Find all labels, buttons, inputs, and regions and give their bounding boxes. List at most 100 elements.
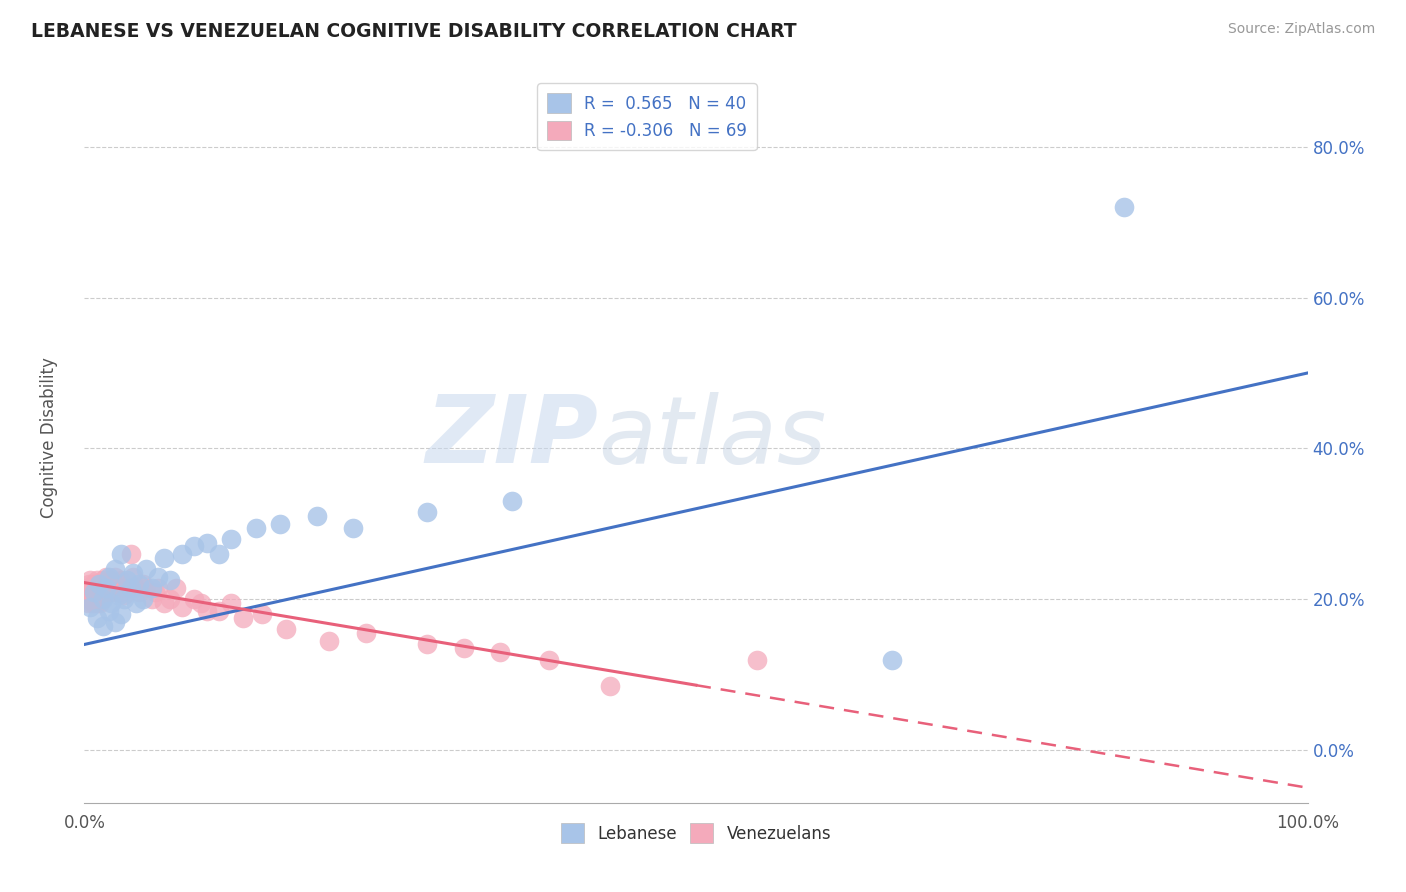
Point xyxy=(453,641,475,656)
Point xyxy=(91,592,114,607)
Text: ZIP: ZIP xyxy=(425,391,598,483)
Y-axis label: Cognitive Disability: Cognitive Disability xyxy=(41,357,59,517)
Point xyxy=(89,596,111,610)
Point xyxy=(100,584,122,599)
Point xyxy=(135,581,157,595)
Point xyxy=(79,574,101,588)
Point xyxy=(880,652,903,666)
Point xyxy=(87,577,110,591)
Point xyxy=(110,574,132,588)
Point xyxy=(83,584,105,599)
Point xyxy=(86,596,108,610)
Point xyxy=(80,581,103,595)
Point xyxy=(250,607,273,622)
Point xyxy=(91,581,114,595)
Point xyxy=(79,589,101,603)
Point xyxy=(97,603,120,617)
Point xyxy=(190,596,212,610)
Point xyxy=(91,574,114,588)
Point xyxy=(165,581,187,595)
Point xyxy=(107,589,129,603)
Point xyxy=(97,581,120,595)
Point xyxy=(104,569,127,583)
Point xyxy=(159,574,181,588)
Point xyxy=(538,652,561,666)
Point xyxy=(128,577,150,591)
Point xyxy=(354,626,377,640)
Point xyxy=(104,562,127,576)
Point xyxy=(132,577,155,591)
Point xyxy=(87,592,110,607)
Point xyxy=(747,652,769,666)
Point xyxy=(195,603,218,617)
Point xyxy=(159,592,181,607)
Point xyxy=(91,618,114,632)
Point xyxy=(110,607,132,622)
Point xyxy=(183,540,205,554)
Point xyxy=(86,611,108,625)
Point xyxy=(120,547,142,561)
Point xyxy=(112,592,135,607)
Point xyxy=(172,599,194,614)
Point xyxy=(115,574,138,588)
Point xyxy=(208,603,231,617)
Point xyxy=(146,581,169,595)
Point xyxy=(416,506,439,520)
Point xyxy=(122,569,145,583)
Text: atlas: atlas xyxy=(598,392,827,483)
Point xyxy=(100,596,122,610)
Point xyxy=(153,550,176,565)
Point xyxy=(90,589,112,603)
Point xyxy=(104,581,127,595)
Point xyxy=(96,581,118,595)
Point xyxy=(141,592,163,607)
Point xyxy=(305,509,328,524)
Point xyxy=(86,581,108,595)
Point xyxy=(110,547,132,561)
Point xyxy=(120,581,142,595)
Point xyxy=(135,562,157,576)
Point xyxy=(104,615,127,629)
Point xyxy=(599,679,621,693)
Point xyxy=(82,592,104,607)
Point xyxy=(96,569,118,583)
Point xyxy=(342,520,364,534)
Point xyxy=(84,577,107,591)
Point xyxy=(195,535,218,549)
Point xyxy=(183,592,205,607)
Point xyxy=(125,596,148,610)
Point xyxy=(245,520,267,534)
Point xyxy=(269,516,291,531)
Point xyxy=(76,581,98,595)
Point xyxy=(172,547,194,561)
Text: Source: ZipAtlas.com: Source: ZipAtlas.com xyxy=(1227,22,1375,37)
Point xyxy=(143,584,166,599)
Point xyxy=(87,584,110,599)
Legend: Lebanese, Venezuelans: Lebanese, Venezuelans xyxy=(554,817,838,849)
Point xyxy=(232,611,254,625)
Point xyxy=(79,599,101,614)
Point xyxy=(77,592,100,607)
Point xyxy=(107,577,129,591)
Point xyxy=(110,584,132,599)
Point xyxy=(93,589,115,603)
Point xyxy=(89,581,111,595)
Point xyxy=(318,633,340,648)
Point xyxy=(219,596,242,610)
Point xyxy=(141,581,163,595)
Point xyxy=(125,581,148,595)
Point xyxy=(83,584,105,599)
Point xyxy=(82,577,104,591)
Point xyxy=(86,574,108,588)
Point xyxy=(97,574,120,588)
Point xyxy=(97,569,120,583)
Text: LEBANESE VS VENEZUELAN COGNITIVE DISABILITY CORRELATION CHART: LEBANESE VS VENEZUELAN COGNITIVE DISABIL… xyxy=(31,22,797,41)
Point xyxy=(416,637,439,651)
Point xyxy=(80,596,103,610)
Point xyxy=(101,574,124,588)
Point xyxy=(77,577,100,591)
Point xyxy=(153,596,176,610)
Point xyxy=(87,577,110,591)
Point xyxy=(115,581,138,595)
Point xyxy=(276,623,298,637)
